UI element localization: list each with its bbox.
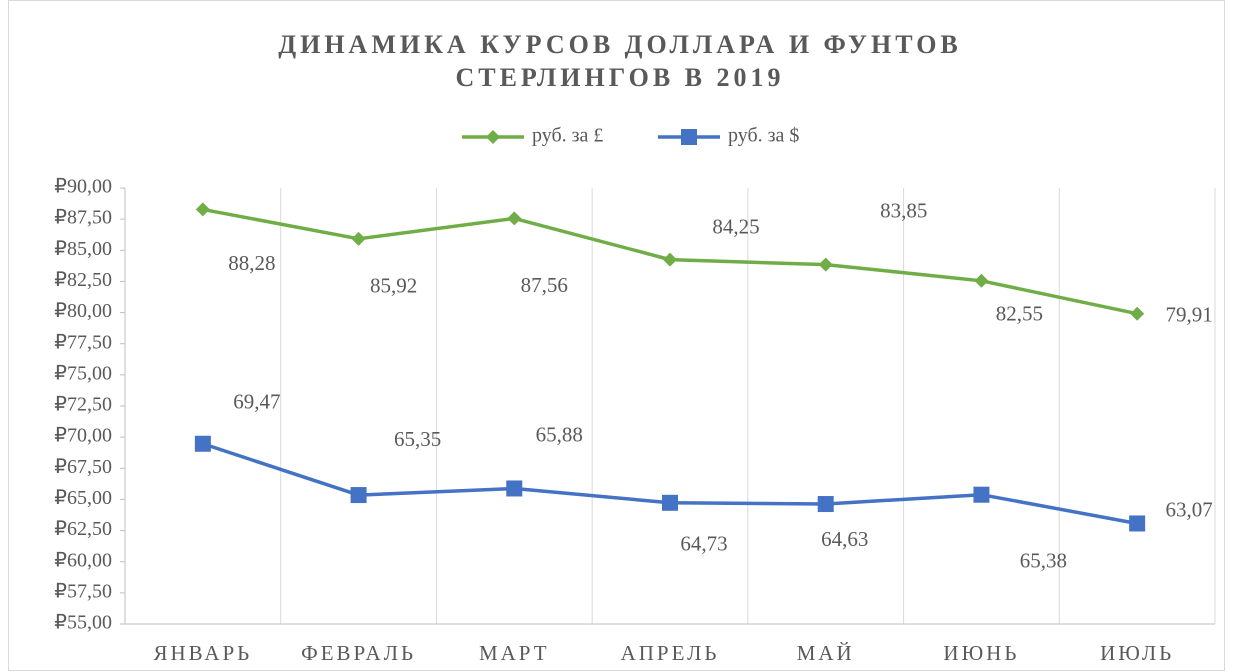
y-tick-label: ₽82,50 xyxy=(54,269,112,291)
series-line xyxy=(202,442,1138,526)
y-tick-label: ₽60,00 xyxy=(54,549,112,571)
data-label: 65,38 xyxy=(1020,549,1067,573)
data-label: 88,28 xyxy=(228,251,275,275)
y-tick-label: ₽77,50 xyxy=(54,331,112,353)
x-tick-label: ЯНВАРЬ xyxy=(153,641,252,665)
marker xyxy=(663,252,677,267)
x-tick-label: МАЙ xyxy=(797,641,855,665)
marker xyxy=(351,231,366,246)
data-label: 64,63 xyxy=(821,527,868,551)
marker xyxy=(1130,306,1145,321)
chart-frame xyxy=(8,0,1225,671)
y-tick-label: ₽65,00 xyxy=(54,487,112,509)
data-label: 83,85 xyxy=(880,198,927,222)
marker xyxy=(350,487,367,504)
data-label: 65,35 xyxy=(394,427,441,451)
marker xyxy=(194,435,211,452)
legend-marker xyxy=(486,130,500,144)
data-label: 85,92 xyxy=(370,274,417,298)
x-tick-label: ФЕВРАЛЬ xyxy=(301,641,416,665)
data-label: 87,56 xyxy=(521,273,568,297)
marker xyxy=(818,257,833,272)
y-tick-label: ₽85,00 xyxy=(54,238,112,260)
y-tick-label: ₽75,00 xyxy=(54,362,112,384)
x-tick-label: ИЮЛЬ xyxy=(1100,641,1174,665)
legend-label: руб. за £ xyxy=(532,125,603,147)
data-label: 65,88 xyxy=(536,422,583,446)
marker xyxy=(662,494,678,511)
x-tick-label: АПРЕЛЬ xyxy=(621,641,720,665)
y-tick-label: ₽72,50 xyxy=(54,394,112,416)
marker xyxy=(506,480,523,497)
legend-label: руб. за $ xyxy=(728,125,799,147)
marker xyxy=(1129,515,1146,532)
data-label: 63,07 xyxy=(1166,497,1213,521)
chart-title: ДИНАМИКА КУРСОВ ДОЛЛАРА И ФУНТОВ СТЕРЛИН… xyxy=(278,30,962,92)
y-tick-label: ₽57,50 xyxy=(54,580,112,602)
data-label: 84,25 xyxy=(712,214,759,238)
y-tick-label: ₽80,00 xyxy=(54,300,112,322)
data-label: 64,73 xyxy=(680,532,727,556)
legend-marker xyxy=(681,129,697,145)
x-tick-label: МАРТ xyxy=(479,641,550,665)
marker xyxy=(974,273,989,288)
y-tick-label: ₽55,00 xyxy=(54,612,112,634)
data-label: 82,55 xyxy=(996,302,1043,326)
y-tick-label: ₽70,00 xyxy=(54,425,112,447)
data-label: 79,91 xyxy=(1166,303,1213,327)
y-tick-label: ₽87,50 xyxy=(54,207,112,229)
data-label: 69,47 xyxy=(233,390,280,414)
y-tick-label: ₽62,50 xyxy=(54,518,112,540)
y-tick-label: ₽90,00 xyxy=(54,176,112,198)
x-tick-label: ИЮНЬ xyxy=(943,641,1019,665)
marker xyxy=(195,202,210,217)
marker xyxy=(973,486,990,503)
marker xyxy=(507,211,522,226)
marker xyxy=(817,496,834,513)
y-tick-label: ₽67,50 xyxy=(54,456,112,478)
